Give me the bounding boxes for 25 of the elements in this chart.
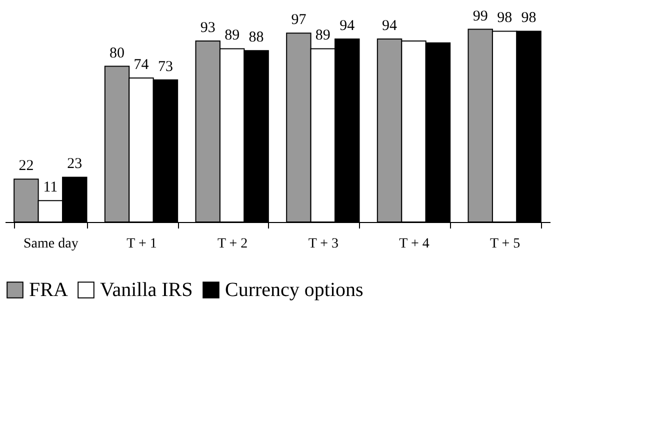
data-label: 93 (200, 20, 216, 36)
legend-label: FRA (29, 279, 68, 301)
x-tick-label: T + 4 (399, 236, 430, 252)
legend-label: Currency options (225, 279, 364, 301)
data-label: 97 (291, 12, 307, 28)
data-label: 22 (18, 158, 34, 174)
data-label: 98 (497, 10, 512, 26)
x-tick-label: T + 2 (217, 236, 248, 252)
data-label: 99 (472, 8, 488, 24)
legend-label: Vanilla IRS (100, 279, 193, 301)
x-tick-label: T + 1 (126, 236, 157, 252)
x-tick-label: T + 5 (490, 236, 520, 252)
data-label: 94 (340, 18, 356, 34)
data-label: 94 (382, 18, 398, 34)
data-label: 89 (224, 28, 240, 44)
data-label: 80 (110, 45, 125, 62)
data-label: 98 (521, 10, 536, 26)
x-tick-label: Same day (24, 236, 78, 252)
data-label: 73 (158, 58, 173, 75)
data-label: 11 (43, 180, 58, 196)
data-label: 89 (315, 28, 330, 44)
data-label: 74 (134, 56, 150, 73)
data-label: 23 (67, 156, 82, 172)
data-label: 88 (248, 30, 264, 46)
x-tick-label: T + 3 (308, 236, 339, 252)
